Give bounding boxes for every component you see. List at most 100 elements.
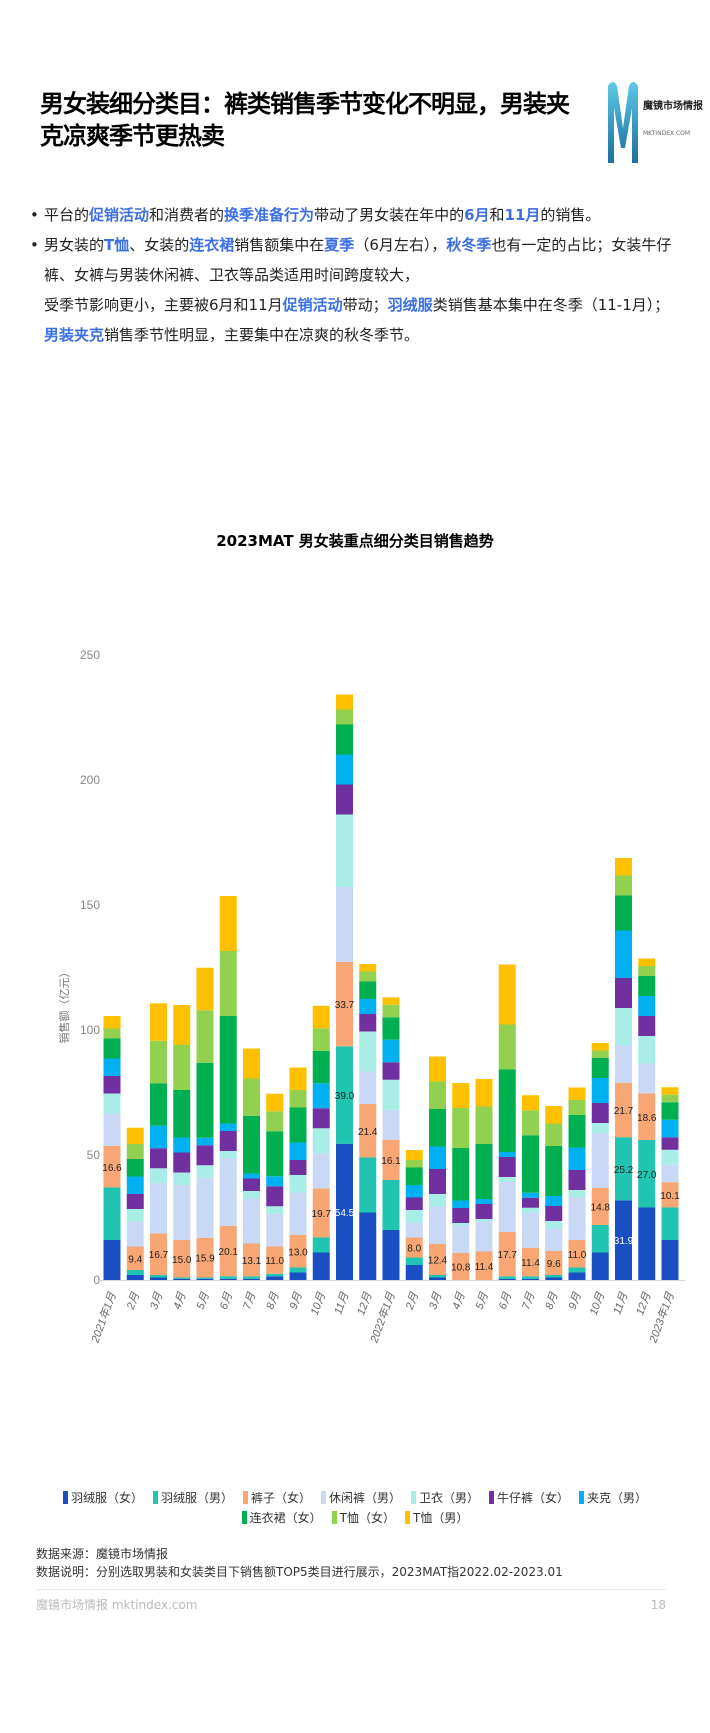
bar-segment <box>289 1107 307 1143</box>
x-tick-label: 9月 <box>288 1290 305 1311</box>
highlight-text: 11月 <box>504 206 541 224</box>
data-label: 27.0 <box>637 1170 657 1181</box>
y-axis-label: 销售额（亿元） <box>57 967 71 1044</box>
bar-segment <box>568 1170 586 1190</box>
bar-segment <box>173 1185 191 1240</box>
bar-segment <box>219 951 237 1016</box>
bar-segment <box>638 1016 656 1036</box>
x-tick-label: 9月 <box>567 1290 584 1311</box>
legend-swatch <box>331 1511 337 1524</box>
x-tick-label: 6月 <box>218 1290 235 1311</box>
bar-segment <box>150 1233 167 1275</box>
legend-label: 卫衣（男） <box>419 1491 480 1505</box>
bullet-text: 、女装的 <box>129 236 190 254</box>
bar-segment <box>289 1067 307 1090</box>
bar-segment <box>312 1083 330 1109</box>
bar-segment <box>498 1069 516 1152</box>
bar-segment <box>219 1131 237 1151</box>
bar-segment <box>429 1146 446 1169</box>
highlight-text: 羽绒服 <box>387 296 433 314</box>
bar-segment <box>126 1270 144 1275</box>
data-label: 11.0 <box>265 1256 284 1267</box>
bar-segment <box>359 981 377 999</box>
bullet-item: 受季节影响更小，主要被6月和11月促销活动带动；羽绒服类销售基本集中在冬季（11… <box>30 290 680 350</box>
bar-segment <box>196 1177 214 1238</box>
bar-segment <box>405 1210 423 1223</box>
bar-segment <box>591 1123 609 1133</box>
bar-segment <box>522 1207 539 1213</box>
x-tick-label: 7月 <box>241 1290 258 1311</box>
highlight-text: 秋冬季 <box>446 236 492 254</box>
bar-segment <box>522 1192 539 1198</box>
bar-segment <box>498 1276 516 1279</box>
x-tick-label: 2月 <box>125 1290 143 1312</box>
bar-segment <box>219 1123 237 1131</box>
bar-segment <box>126 1246 144 1270</box>
bar-segment <box>591 1058 609 1078</box>
logo-url: MKTINDEX.COM <box>643 130 691 137</box>
bar-segment <box>615 895 632 931</box>
bullet-item: • 男女装的T恤、女装的连衣裙销售额集中在夏季（6月左右），秋冬季也有一定的占比；… <box>30 230 680 290</box>
bar-segment <box>498 1232 516 1277</box>
bar-segment <box>150 1148 167 1169</box>
legend-swatch <box>411 1491 416 1504</box>
bar-segment <box>150 1083 167 1126</box>
bar-segment <box>522 1135 539 1193</box>
bar-segment <box>266 1246 284 1274</box>
bar-segment <box>661 1119 679 1138</box>
bar-segment <box>615 930 632 978</box>
bar-segment <box>545 1106 563 1124</box>
bar-segment <box>405 1265 423 1280</box>
bar-segment <box>173 1152 191 1173</box>
bar-segment <box>638 966 656 976</box>
bar-segment <box>661 1102 679 1120</box>
bar-segment <box>522 1276 539 1279</box>
bar-segment <box>103 1076 121 1094</box>
bar-segment <box>359 1071 377 1104</box>
bar-segment <box>568 1190 586 1198</box>
bar-segment <box>219 1016 237 1124</box>
bar-segment <box>359 1212 377 1280</box>
bar-segment <box>545 1221 563 1229</box>
bullet-text: 销售额集中在 <box>234 236 325 254</box>
logo-m-icon <box>608 82 638 163</box>
stacked-bar-chart: 0 50 100 150 200 250 销售额（亿元） 16.6 2021年1月 9.4 2月 16… <box>57 648 685 1345</box>
bar-segment <box>591 1225 609 1253</box>
bar-segment <box>359 1157 377 1213</box>
x-tick-label: 12月 <box>634 1290 654 1317</box>
bar-segment <box>219 1158 237 1226</box>
x-tick-label: 3月 <box>148 1290 165 1311</box>
data-source: 数据来源：魔镜市场情报 <box>36 1547 169 1561</box>
bar-segment <box>336 1046 353 1144</box>
bar-segment <box>243 1278 260 1280</box>
x-tick-label: 5月 <box>474 1290 491 1311</box>
bar-segment <box>336 724 353 755</box>
bar-segment <box>150 1277 167 1280</box>
bullet-text: （6月左右）， <box>354 236 447 254</box>
legend-label: T恤（女） <box>339 1511 395 1525</box>
bar-segment <box>405 1237 423 1258</box>
legend-item: T恤（女） <box>331 1508 395 1528</box>
bar-segment <box>545 1206 563 1221</box>
bar-segment <box>266 1131 284 1177</box>
bar-segment <box>591 1252 609 1280</box>
bar-segment <box>591 1043 609 1051</box>
bar-segment <box>103 1240 121 1280</box>
bar-segment <box>452 1200 470 1208</box>
bar-segment <box>638 996 656 1016</box>
bar-segment <box>452 1223 470 1226</box>
bullet-list: • 平台的促销活动和消费者的换季准备行为带动了男女装在年中的6月和11月的销售。 •… <box>30 200 680 350</box>
y-tick-label: 100 <box>80 1023 100 1037</box>
bar-segment <box>429 1194 446 1207</box>
bar-segment <box>289 1142 307 1160</box>
bar-segment <box>196 967 214 1011</box>
bar-segment <box>289 1235 307 1268</box>
bar-segment <box>429 1206 446 1244</box>
bar-segment <box>475 1219 493 1222</box>
data-label: 19.7 <box>312 1209 332 1220</box>
legend-item: 裤子（女） <box>242 1488 311 1508</box>
x-tick-label: 11月 <box>332 1290 351 1316</box>
y-tick-label: 0 <box>93 1273 100 1287</box>
bar-segment <box>150 1003 167 1041</box>
bar-segment <box>638 958 656 966</box>
